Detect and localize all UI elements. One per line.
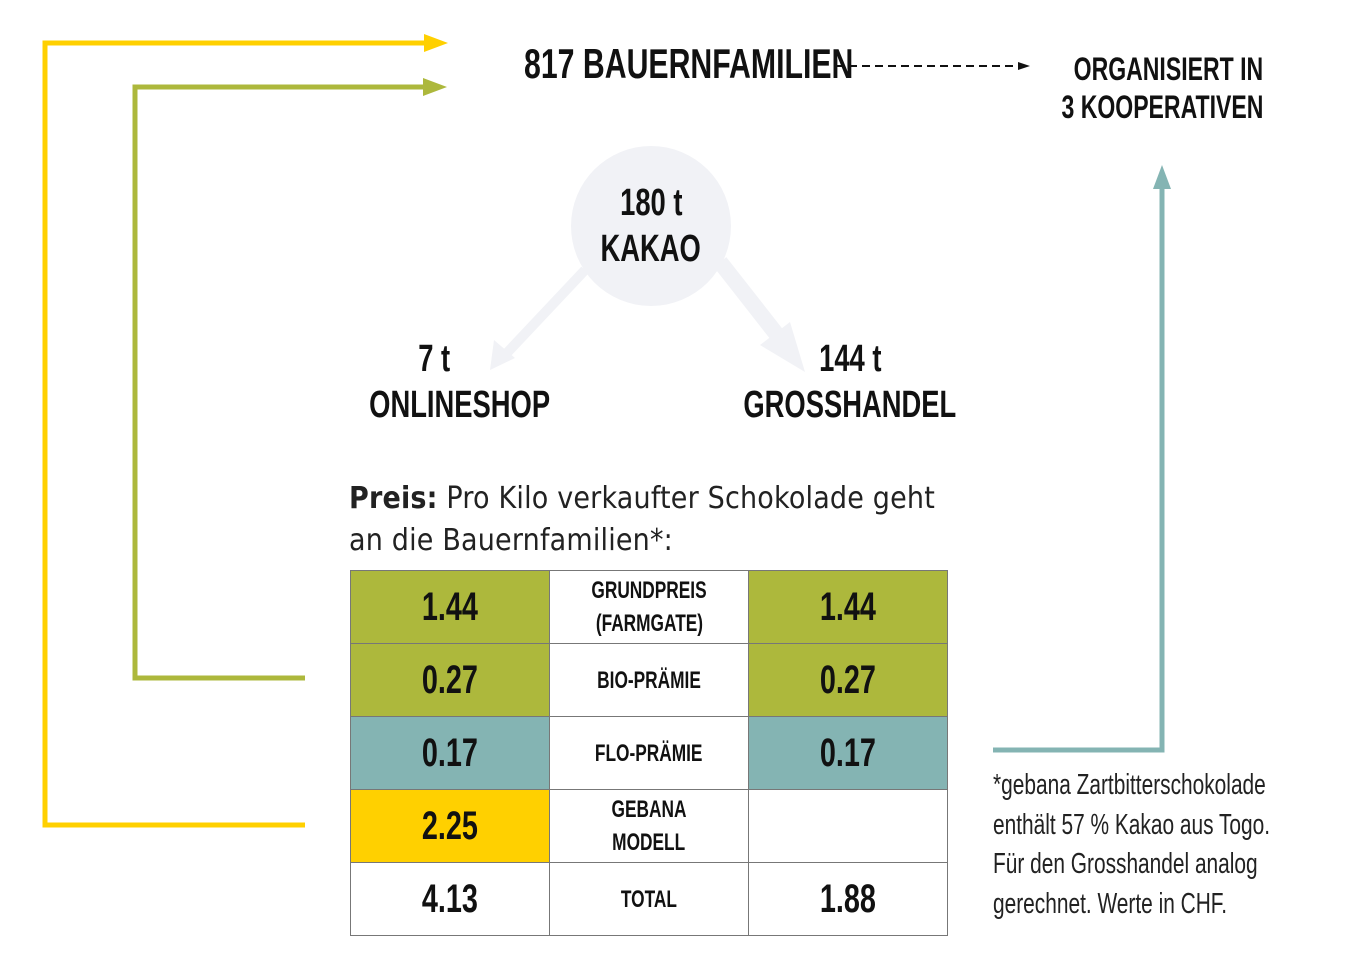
dashed-arrowhead: [1018, 62, 1030, 70]
arrow-to-onlineshop: [501, 266, 589, 359]
kakao-circle: [571, 146, 731, 306]
price-table: 1.44 GRUNDPREIS (FARMGATE) 1.44 0.27 BIO-…: [350, 570, 948, 936]
arrow-to-grosshandel: [713, 257, 792, 350]
table-row: 0.17 FLO-PRÄMIE 0.17: [350, 716, 948, 790]
yellow-arrowhead: [424, 34, 448, 52]
cooperatives-label: ORGANISIERT IN 3 KOOPERATIVEN: [1061, 51, 1263, 125]
teal-connector: [993, 185, 1165, 753]
green-connector: [132, 84, 427, 681]
green-arrowhead: [423, 78, 447, 96]
price-intro: Preis: Pro Kilo verkaufter Schokolade ge…: [349, 481, 935, 558]
table-row: 0.27 BIO-PRÄMIE 0.27: [350, 643, 948, 717]
onlineshop-label: 7 t ONLINESHOP: [369, 338, 551, 426]
table-row: 4.13 TOTAL 1.88: [350, 862, 948, 936]
teal-arrowhead: [1153, 165, 1171, 189]
kakao-label: 180 t KAKAO: [600, 182, 702, 270]
grosshandel-label: 144 t GROSSHANDEL: [743, 338, 957, 426]
table-row: 2.25 GEBANA MODELL: [350, 789, 948, 863]
table-row: 1.44 GRUNDPREIS (FARMGATE) 1.44: [350, 570, 948, 644]
footnote: *gebana Zartbitterschokolade enthält 57 …: [993, 769, 1271, 920]
yellow-connector: [42, 40, 428, 828]
farmers-title: 817 BAUERNFAMILIEN: [524, 40, 854, 87]
